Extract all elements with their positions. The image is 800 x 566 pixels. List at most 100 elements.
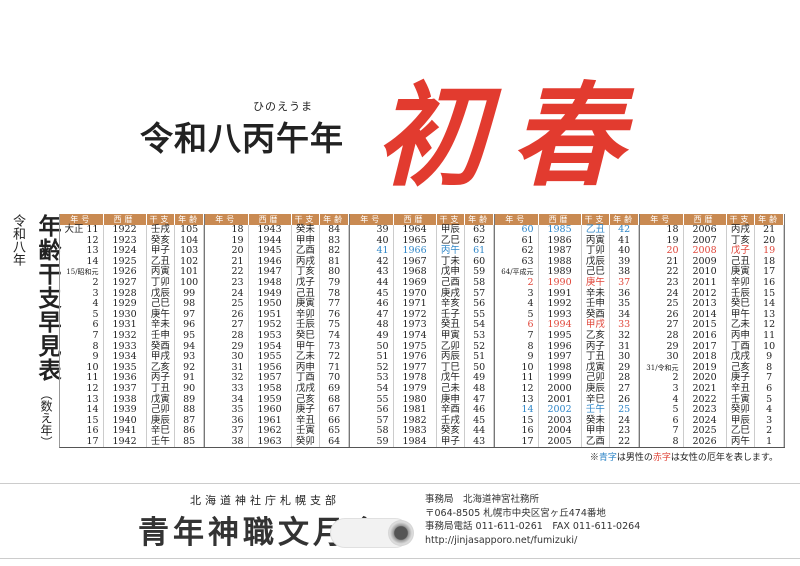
- cell-year: 2017: [683, 341, 727, 353]
- table-row: 36 1961 辛丑 66: [205, 415, 349, 427]
- cell-era: 37: [205, 426, 249, 437]
- cell-era: 63: [495, 256, 539, 268]
- cell-eto: 己丑: [291, 288, 321, 300]
- table-row: 11 1999 己卯 28: [495, 373, 639, 384]
- cell-age: 39: [609, 256, 639, 268]
- divider: [0, 558, 800, 559]
- cell-age: 75: [319, 320, 349, 331]
- cell-eto: 丙午: [726, 436, 756, 448]
- cell-eto: 丁丑: [146, 383, 176, 395]
- table-row: 50 1975 乙卯 52: [350, 341, 494, 353]
- cell-eto: 丁亥: [291, 267, 321, 278]
- table-row: 9 1997 丁丑 30: [495, 352, 639, 363]
- cell-year: 1997: [538, 352, 582, 363]
- cell-age: 37: [609, 277, 639, 289]
- cell-eto: 乙酉: [581, 436, 611, 448]
- cell-age: 29: [609, 362, 639, 374]
- cell-era: 15: [60, 415, 104, 427]
- cell-eto: 辛巳: [146, 426, 176, 437]
- cell-age: 60: [464, 256, 494, 268]
- cell-year: 1988: [538, 256, 582, 268]
- cell-age: 55: [464, 309, 494, 321]
- table-row: 7 1995 乙亥 32: [495, 330, 639, 342]
- table-row: 59 1984 甲子 43: [350, 436, 494, 448]
- table-row: 24 2012 壬辰 15: [640, 288, 784, 300]
- cell-year: 2012: [683, 288, 727, 300]
- cell-year: 2001: [538, 394, 582, 406]
- cell-eto: 甲寅: [436, 330, 466, 342]
- cell-age: 11: [754, 330, 784, 342]
- cell-year: 2006: [683, 224, 727, 236]
- cell-eto: 甲辰: [726, 415, 756, 427]
- cell-eto: 乙亥: [146, 362, 176, 374]
- contact-url[interactable]: http://jinjasapporo.net/fumizuki/: [425, 534, 578, 546]
- cell-era: 21: [640, 256, 684, 268]
- header-age: 年齢: [754, 214, 784, 225]
- cell-eto: 乙未: [726, 320, 756, 331]
- cell-eto: 丙寅: [581, 235, 611, 247]
- cell-age: 99: [174, 288, 204, 300]
- table-row: 6 2024 甲辰 3: [640, 415, 784, 427]
- cell-age: 56: [464, 299, 494, 310]
- cell-year: 2021: [683, 383, 727, 395]
- cell-age: 88: [174, 404, 204, 416]
- table-row: 27 2015 乙未 12: [640, 320, 784, 331]
- cell-eto: 癸卯: [291, 436, 321, 448]
- header-age: 年齢: [464, 214, 494, 225]
- cell-era: 9: [60, 352, 104, 363]
- cell-age: 97: [174, 309, 204, 321]
- cell-year: 2004: [538, 426, 582, 437]
- header-age: 年齢: [174, 214, 204, 225]
- cell-era: 14: [60, 404, 104, 416]
- table-row: 2 1990 庚午 37: [495, 277, 639, 289]
- cell-age: 57: [464, 288, 494, 300]
- table-row: 16 2004 甲申 23: [495, 426, 639, 437]
- kazoe-label: （数え年）: [39, 388, 53, 448]
- table-row: 13 1924 甲子 103: [60, 246, 204, 257]
- table-row: 38 1963 癸卯 64: [205, 436, 349, 448]
- cell-age: 67: [319, 404, 349, 416]
- note-blue: 青字: [598, 453, 617, 463]
- cell-eto: 辛未: [581, 288, 611, 300]
- header-era: 年号: [60, 214, 104, 225]
- table-row: 14 1939 己卯 88: [60, 404, 204, 416]
- table-row: 30 1955 乙未 72: [205, 352, 349, 363]
- cell-eto: 丙申: [726, 330, 756, 342]
- cell-age: 73: [319, 341, 349, 353]
- cell-era: 10: [495, 362, 539, 374]
- table-row: 26 2014 甲午 13: [640, 309, 784, 321]
- cell-eto: 癸酉: [581, 309, 611, 321]
- cell-eto: 乙巳: [436, 235, 466, 247]
- cell-eto: 戊子: [291, 277, 321, 289]
- cell-age: 89: [174, 394, 204, 406]
- cell-era: 40: [350, 235, 394, 247]
- cell-eto: 己卯: [581, 373, 611, 384]
- cell-eto: 丙申: [291, 362, 321, 374]
- cell-year: 1970: [393, 288, 437, 300]
- table-row: 8 2026 丙午 1: [640, 436, 784, 448]
- cell-age: 102: [174, 256, 204, 268]
- cell-era: 16: [495, 426, 539, 437]
- header-eto: 干支: [436, 214, 466, 225]
- cell-eto: 癸未: [291, 224, 321, 236]
- cell-era: 15/昭和元: [60, 267, 104, 278]
- cell-era: 58: [350, 426, 394, 437]
- cell-year: 1949: [248, 288, 292, 300]
- cell-year: 1948: [248, 277, 292, 289]
- cell-age: 44: [464, 426, 494, 437]
- cell-age: 34: [609, 309, 639, 321]
- cell-era: 15: [495, 415, 539, 427]
- cell-age: 27: [609, 383, 639, 395]
- cell-age: 93: [174, 352, 204, 363]
- cell-year: 2009: [683, 256, 727, 268]
- table-row: 19 1944 甲申 83: [205, 235, 349, 247]
- cell-era: 48: [350, 320, 394, 331]
- table-row: 8 1933 癸酉 94: [60, 341, 204, 353]
- cell-age: 43: [464, 436, 494, 448]
- cell-year: 1947: [248, 267, 292, 278]
- header-year: 西暦: [393, 214, 437, 225]
- cell-era: 5: [60, 309, 104, 321]
- cell-year: 1979: [393, 383, 437, 395]
- table-row: 45 1970 庚戌 57: [350, 288, 494, 300]
- cell-age: 17: [754, 267, 784, 278]
